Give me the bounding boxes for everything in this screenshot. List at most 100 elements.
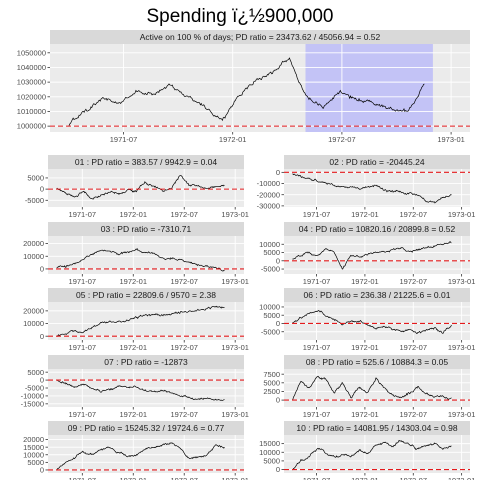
panel-main: Active on 100 % of days; PD ratio = 2347… (17, 30, 470, 144)
x-tick-label: 1973-01 (221, 343, 249, 352)
plot-area (284, 369, 470, 407)
series-line (292, 440, 452, 471)
x-tick-label: 1972-07 (170, 210, 198, 219)
x-tick-label: 1971-07 (69, 277, 97, 286)
y-tick-label: 20000 (23, 435, 44, 444)
panel-strip (284, 288, 470, 302)
x-tick-label: 1972-07 (170, 343, 198, 352)
panel-strip (48, 288, 244, 302)
x-tick-label: 1972-01 (351, 343, 379, 352)
y-tick-label: -5000 (261, 265, 280, 274)
panel-07: 07 : PD ratio = -12873 50000-5000-10000-1… (21, 355, 249, 419)
x-tick-label: 1973-01 (221, 410, 249, 419)
y-tick-label: 0 (276, 319, 280, 328)
panel-strip (284, 421, 470, 435)
panel-strip (48, 421, 244, 435)
x-tick-label: 1972-07 (170, 410, 198, 419)
y-tick-label: 5000 (263, 311, 280, 320)
series-line (292, 310, 452, 334)
y-tick-label: 1040000 (17, 63, 46, 72)
y-tick-label: -10000 (21, 392, 44, 401)
x-tick-label: 1972-07 (170, 476, 198, 480)
x-tick-label: 1971-07 (303, 343, 331, 352)
panel-strip-label: 06 : PD ratio = 236.38 / 21225.6 = 0.01 (304, 290, 451, 300)
x-tick-label: 1972-07 (170, 277, 198, 286)
y-tick-label: -30000 (257, 201, 280, 210)
plot-area (48, 236, 244, 274)
y-tick-label: 5000 (263, 248, 280, 257)
x-tick-label: 1972-01 (119, 343, 147, 352)
x-tick-label: 1972-07 (400, 343, 428, 352)
y-tick-label: 0 (40, 265, 44, 274)
panel-strip (48, 355, 244, 369)
series-line (292, 173, 452, 204)
x-tick-label: 1971-07 (69, 410, 97, 419)
y-tick-label: 1030000 (17, 78, 46, 87)
x-tick-label: 1973-01 (448, 277, 476, 286)
y-tick-label: -20000 (257, 190, 280, 199)
panel-strip-label: 10 : PD ratio = 14081.95 / 14303.04 = 0.… (296, 423, 457, 433)
y-tick-label: 10000 (23, 319, 44, 328)
x-tick-label: 1973-01 (221, 277, 249, 286)
y-tick-label: 2500 (263, 387, 280, 396)
plot-area (284, 435, 470, 473)
plot-area (48, 169, 244, 207)
panel-strip (284, 222, 470, 236)
panel-03: 03 : PD ratio = -7310.71 20000 10000 0 1971-… (23, 222, 249, 286)
plot-area (48, 302, 244, 340)
y-tick-label: -5000 (25, 196, 44, 205)
x-tick-label: 1972-01 (351, 210, 379, 219)
y-tick-label: 20000 (23, 306, 44, 315)
y-tick-label: 5000 (263, 457, 280, 466)
x-tick-label: 1973-01 (221, 476, 249, 480)
y-tick-label: 5000 (27, 174, 44, 183)
panel-strip (284, 155, 470, 169)
y-tick-label: 0 (40, 466, 44, 475)
x-tick-label: 1973-01 (448, 343, 476, 352)
panel-strip-label: 01 : PD ratio = 383.57 / 9942.9 = 0.04 (75, 157, 218, 167)
highlight-band (305, 44, 433, 132)
x-tick-label: 1972-01 (119, 410, 147, 419)
x-tick-label: 1972-01 (351, 476, 379, 480)
panel-strip-label: 07 : PD ratio = -12873 (104, 357, 188, 367)
y-tick-label: 7500 (263, 370, 280, 379)
x-tick-label: 1972-01 (351, 277, 379, 286)
x-tick-label: 1971-07 (303, 277, 331, 286)
y-tick-label: 0 (40, 185, 44, 194)
y-tick-label: -10000 (257, 179, 280, 188)
y-tick-label: 1020000 (17, 92, 46, 101)
series-line (292, 375, 452, 401)
panel-02: 02 : PD ratio = -20445.24 0 -10000 -20000 -3… (257, 155, 475, 219)
y-tick-label: 5000 (27, 368, 44, 377)
panel-strip-label: 05 : PD ratio = 22809.6 / 9570 = 2.38 (76, 290, 216, 300)
series-line (56, 305, 225, 337)
series-line (68, 57, 425, 127)
y-tick-label: 10000 (259, 448, 280, 457)
x-tick-label: 1971-07 (303, 210, 331, 219)
series-line (56, 247, 225, 272)
x-tick-label: 1972-01 (119, 277, 147, 286)
x-tick-label: 1971-07 (110, 135, 138, 144)
series-line (292, 241, 452, 270)
y-tick-label: 10000 (23, 252, 44, 261)
series-line (56, 379, 225, 401)
y-tick-label: 0 (276, 256, 280, 265)
y-tick-label: 1000000 (17, 122, 46, 131)
y-tick-label: 0 (40, 332, 44, 341)
panel-strip-label: Active on 100 % of days; PD ratio = 2347… (140, 32, 381, 42)
y-tick-label: 0 (276, 168, 280, 177)
chart-title: Spending ï¿½900,000 (147, 6, 334, 27)
x-tick-label: 1971-07 (303, 476, 331, 480)
panel-06: 06 : PD ratio = 236.38 / 21225.6 = 0.01 1… (259, 288, 475, 352)
series-line (56, 175, 225, 200)
y-tick-label: 1050000 (17, 48, 46, 57)
panel-strip (48, 222, 244, 236)
x-tick-label: 1971-07 (69, 343, 97, 352)
x-tick-label: 1972-01 (119, 210, 147, 219)
x-tick-label: 1972-01 (219, 135, 247, 144)
x-tick-label: 1973-01 (448, 476, 476, 480)
panel-strip (48, 155, 244, 169)
panel-strip (50, 30, 470, 44)
x-tick-label: 1971-07 (69, 210, 97, 219)
